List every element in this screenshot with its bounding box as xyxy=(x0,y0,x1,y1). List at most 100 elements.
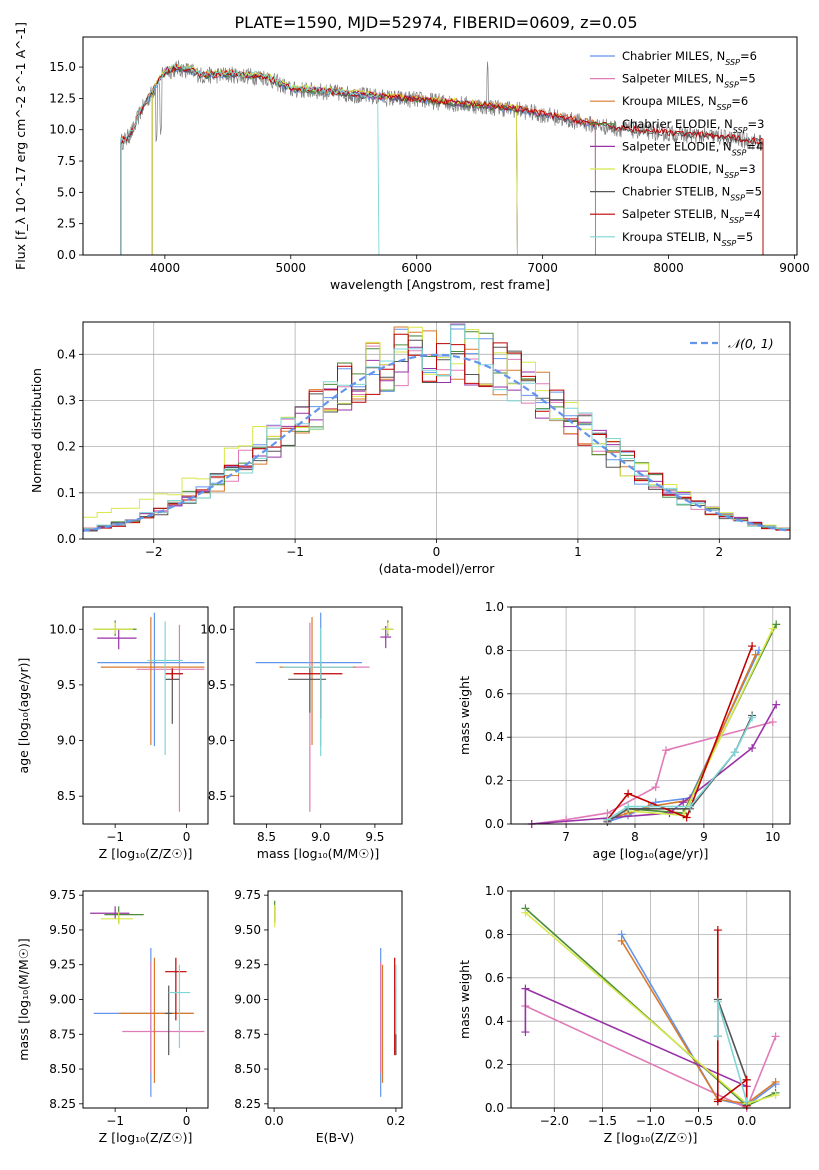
error-point xyxy=(90,906,130,919)
data-point-marker xyxy=(686,802,695,811)
mass-weight-line xyxy=(628,624,777,814)
figure-title: PLATE=1590, MJD=52974, FIBERID=0609, z=0… xyxy=(234,13,637,32)
error-point xyxy=(165,957,187,1021)
y-axis-label: age [log₁₀(age/yr)] xyxy=(16,658,31,774)
x-axis-label: age [log₁₀(age/yr)] xyxy=(593,846,709,861)
data-point-marker xyxy=(562,815,571,824)
error-point xyxy=(168,964,191,1049)
y-tick-label: 9.50 xyxy=(49,923,76,937)
x-tick-label: 7000 xyxy=(527,261,558,275)
y-tick-label: 5.0 xyxy=(57,185,76,199)
plot-frame xyxy=(510,606,791,825)
y-axis-label: mass weight xyxy=(457,676,472,755)
legend-entry: Kroupa MILES, NSSP=6 xyxy=(622,94,748,112)
error-point xyxy=(381,622,394,634)
error-point xyxy=(288,668,327,713)
y-tick-label: 0.4 xyxy=(57,347,76,361)
y-tick-label: 9.75 xyxy=(234,888,261,902)
data-point-marker xyxy=(713,997,722,1006)
y-tick-label: 0.6 xyxy=(485,971,504,985)
x-axis-label: Z [log₁₀(Z/Z☉)] xyxy=(604,1130,698,1145)
histogram-step-line xyxy=(83,333,790,531)
x-axis-label: Z [log₁₀(Z/Z☉)] xyxy=(99,846,193,861)
y-tick-label: 8.75 xyxy=(234,1027,261,1041)
mass-vs-EBV-panel: 0.0 0.2 8.25 8.50 8.75 9.00 9.25 9.50 9.75 E(B-V) xyxy=(234,888,405,1145)
data-point-marker xyxy=(742,1097,751,1106)
data-point-marker xyxy=(521,1028,530,1037)
error-point xyxy=(279,617,356,745)
data-point-marker xyxy=(624,802,633,811)
model-spectrum-line xyxy=(120,64,596,255)
data-point-marker xyxy=(603,815,612,824)
mass-weight-line xyxy=(525,1005,777,1108)
y-tick-label: 9.25 xyxy=(49,958,76,972)
histogram-step-line xyxy=(83,324,790,530)
x-axis-label: mass [log₁₀(M/M☉)] xyxy=(257,846,379,861)
y-tick-label: 2.5 xyxy=(57,217,76,231)
y-tick-label: 0.4 xyxy=(485,730,504,744)
x-tick-label: −2 xyxy=(145,545,163,559)
mass-weight-line xyxy=(717,1001,748,1102)
x-tick-label: −1 xyxy=(106,830,124,844)
data-point-marker xyxy=(679,798,688,807)
y-tick-label: 7.5 xyxy=(57,154,76,168)
x-tick-label: 9 xyxy=(700,830,708,844)
x-tick-label: 0.2 xyxy=(386,1114,405,1128)
y-tick-label: 8.25 xyxy=(49,1097,76,1111)
y-tick-label: 9.5 xyxy=(57,678,76,692)
data-point-marker xyxy=(713,926,722,935)
x-tick-label: 0 xyxy=(433,545,441,559)
x-tick-label: 2 xyxy=(715,545,723,559)
x-axis-label: E(B-V) xyxy=(316,1130,355,1145)
error-point xyxy=(93,622,133,634)
mass-weight-line xyxy=(606,645,753,821)
legend-entry: Chabrier MILES, NSSP=6 xyxy=(622,49,757,67)
mass-weight-line xyxy=(524,987,748,1088)
y-tick-label: 12.5 xyxy=(49,91,76,105)
data-point-marker xyxy=(742,1075,751,1084)
normal-curve-line xyxy=(83,353,790,532)
x-tick-label: 8 xyxy=(631,830,639,844)
y-tick-label: 0.2 xyxy=(57,440,76,454)
x-tick-label: −2.0 xyxy=(540,1114,569,1128)
y-tick-label: 9.25 xyxy=(234,958,261,972)
x-tick-label: 4000 xyxy=(150,261,181,275)
y-tick-label: 9.0 xyxy=(57,734,76,748)
x-axis-label: wavelength [Angstrom, rest frame] xyxy=(330,277,550,292)
x-tick-label: −0.5 xyxy=(684,1114,713,1128)
data-point-marker xyxy=(751,650,760,659)
age-vs-Z-panel: −1 0 8.5 9.0 9.5 10.0 Z [log₁₀(Z/Z☉)] age [log₁… xyxy=(16,606,209,861)
legend-entry: Chabrier ELODIE, NSSP=3 xyxy=(622,117,764,135)
data-point-marker xyxy=(662,746,670,755)
x-tick-label: 1 xyxy=(574,545,582,559)
mass-weight-line xyxy=(620,933,777,1107)
spectrum-panel: 4000 5000 6000 7000 8000 9000 0.0 2.5 5.0 7.5 10.0… xyxy=(13,22,810,292)
x-tick-label: 7 xyxy=(562,830,570,844)
legend-entry: 𝒩(0, 1) xyxy=(728,336,774,351)
y-tick-label: 0.0 xyxy=(485,817,504,831)
data-point-marker xyxy=(771,1090,780,1099)
data-point-marker xyxy=(772,700,781,709)
mass-weight-line xyxy=(717,999,748,1081)
error-point xyxy=(100,617,205,745)
y-tick-label: 0.6 xyxy=(485,687,504,701)
data-point-marker xyxy=(748,642,757,651)
data-point-marker xyxy=(748,713,757,722)
x-tick-label: 8.5 xyxy=(257,830,276,844)
y-tick-label: 0.2 xyxy=(485,1058,504,1072)
y-tick-label: 9.0 xyxy=(208,734,227,748)
y-tick-label: 9.00 xyxy=(234,993,261,1007)
error-point xyxy=(136,624,205,812)
data-point-marker xyxy=(730,748,739,757)
error-point xyxy=(282,622,370,812)
error-point xyxy=(100,911,133,925)
error-point xyxy=(122,961,205,1074)
y-tick-label: 8.5 xyxy=(57,789,76,803)
y-tick-label: 9.50 xyxy=(234,923,261,937)
mass-weight-line xyxy=(607,650,760,823)
y-tick-label: 8.50 xyxy=(49,1062,76,1076)
y-axis-label: mass [log₁₀(M/M☉)] xyxy=(16,938,31,1060)
model-spectrum-line xyxy=(120,63,380,255)
mass-weight-line xyxy=(628,628,774,817)
